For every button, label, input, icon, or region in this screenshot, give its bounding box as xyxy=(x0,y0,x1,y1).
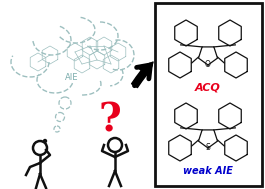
Text: S: S xyxy=(206,143,210,152)
Circle shape xyxy=(43,139,46,143)
FancyArrowPatch shape xyxy=(132,62,153,88)
FancyArrowPatch shape xyxy=(135,65,150,86)
Text: ACQ: ACQ xyxy=(195,82,221,92)
Text: AIE: AIE xyxy=(65,74,79,83)
Text: O: O xyxy=(205,60,211,69)
Text: ?: ? xyxy=(99,101,121,139)
Text: weak AIE: weak AIE xyxy=(183,166,233,176)
Bar xyxy=(155,3,262,186)
